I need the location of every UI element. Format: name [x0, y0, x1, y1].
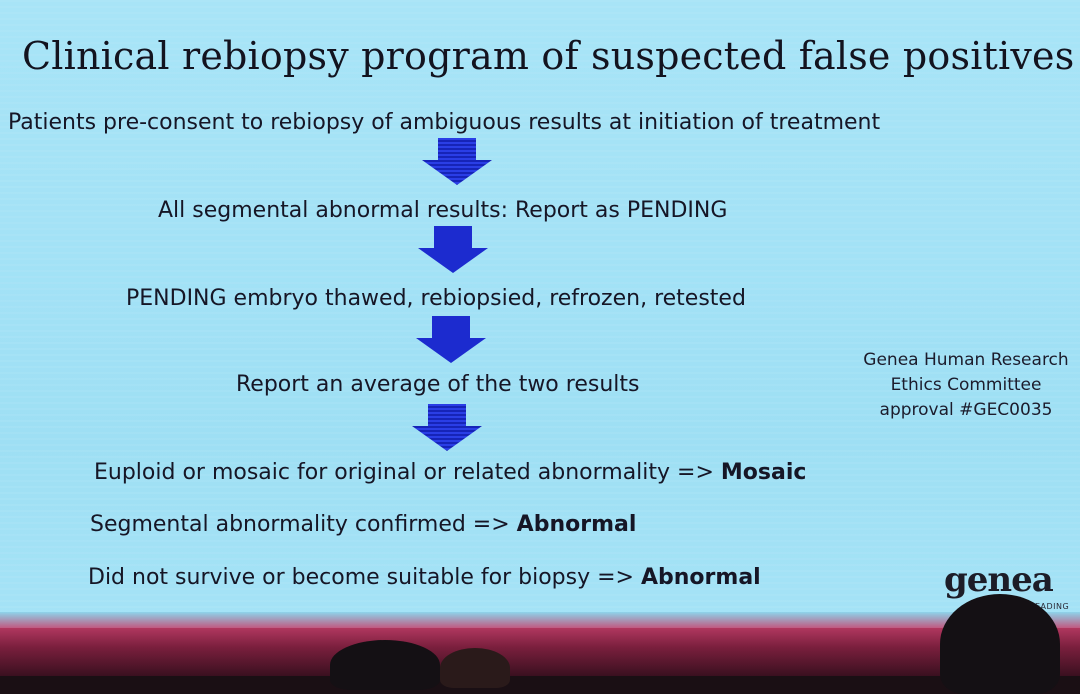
outcome-mosaic: Euploid or mosaic for original or relate…	[94, 460, 806, 485]
outcome-condition: Euploid or mosaic for original or relate…	[94, 460, 721, 485]
down-arrow-icon	[412, 404, 482, 451]
audience-head	[330, 640, 440, 690]
stage-floor	[0, 628, 1080, 676]
genea-logo: genea	[944, 560, 1054, 600]
down-arrow-icon	[416, 316, 486, 363]
ethics-line: Ethics Committee	[890, 375, 1042, 395]
outcome-confirmed: Segmental abnormality confirmed => Abnor…	[90, 512, 636, 537]
step-2-text: All segmental abnormal results: Report a…	[158, 198, 728, 223]
down-arrow-icon	[418, 226, 488, 273]
ethics-line: approval #GEC0035	[879, 400, 1053, 420]
outcome-condition: Did not survive or become suitable for b…	[88, 565, 641, 590]
slide-title: Clinical rebiopsy program of suspected f…	[22, 34, 1075, 78]
outcome-condition: Segmental abnormality confirmed =>	[90, 512, 517, 537]
stage-edge	[0, 612, 1080, 630]
audience-head	[440, 648, 510, 688]
genea-logo-tagline: LEADING	[1030, 602, 1070, 611]
step-3-text: PENDING embryo thawed, rebiopsied, refro…	[126, 286, 746, 311]
ethics-line: Genea Human Research	[863, 350, 1069, 370]
step-4-text: Report an average of the two results	[236, 372, 640, 397]
slide-screen: Clinical rebiopsy program of suspected f…	[0, 0, 1080, 628]
outcome-result: Abnormal	[641, 565, 761, 590]
step-1-text: Patients pre-consent to rebiopsy of ambi…	[8, 110, 881, 135]
audience-head	[940, 594, 1060, 694]
ethics-approval-note: Genea Human Research Ethics Committee ap…	[852, 348, 1080, 423]
outcome-not-survived: Did not survive or become suitable for b…	[88, 565, 761, 590]
outcome-result: Mosaic	[720, 460, 807, 485]
outcome-result: Abnormal	[516, 512, 637, 537]
down-arrow-icon	[422, 138, 492, 185]
